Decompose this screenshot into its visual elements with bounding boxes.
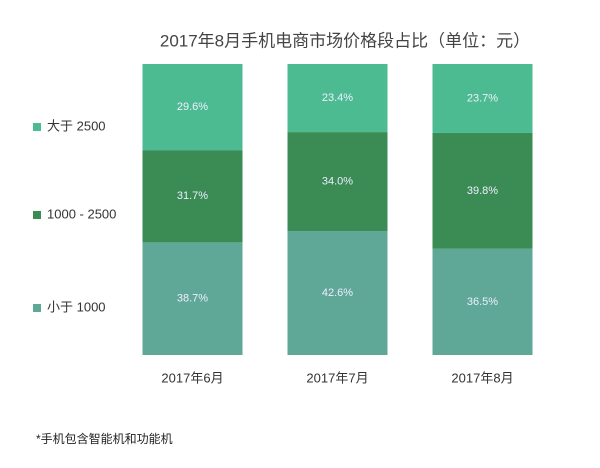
bar-segment: [432, 248, 533, 355]
bar-segment: [142, 150, 243, 243]
chart-title: 2017年8月手机电商市场价格段占比（单位：元）: [160, 31, 530, 50]
bar-segment: [142, 242, 243, 355]
value-label: 23.7%: [467, 92, 498, 104]
value-label: 23.4%: [322, 92, 353, 104]
x-tick-label: 2017年6月: [161, 370, 223, 385]
x-tick-label: 2017年8月: [451, 370, 513, 385]
legend-label: 1000 - 2500: [47, 206, 116, 221]
footnote: *手机包含智能机和功能机: [36, 431, 173, 446]
bar-segment: [287, 231, 388, 355]
value-label: 31.7%: [177, 190, 208, 202]
legend-label: 小于 1000: [47, 299, 106, 314]
bar-segment: [287, 64, 388, 133]
legend-swatch: [33, 211, 41, 219]
value-label: 42.6%: [322, 287, 353, 299]
bar-segment: [287, 132, 388, 232]
bar-segment: [432, 132, 533, 249]
value-label: 34.0%: [322, 175, 353, 187]
legend-label: 大于 2500: [47, 118, 106, 133]
value-label: 39.8%: [467, 185, 498, 197]
x-tick-label: 2017年7月: [306, 370, 368, 385]
bar-segment: [432, 64, 533, 133]
legend-swatch: [33, 123, 41, 131]
value-label: 36.5%: [467, 296, 498, 308]
legend-swatch: [33, 304, 41, 312]
bar-segment: [142, 64, 243, 151]
value-label: 38.7%: [177, 293, 208, 305]
value-label: 29.6%: [177, 101, 208, 113]
